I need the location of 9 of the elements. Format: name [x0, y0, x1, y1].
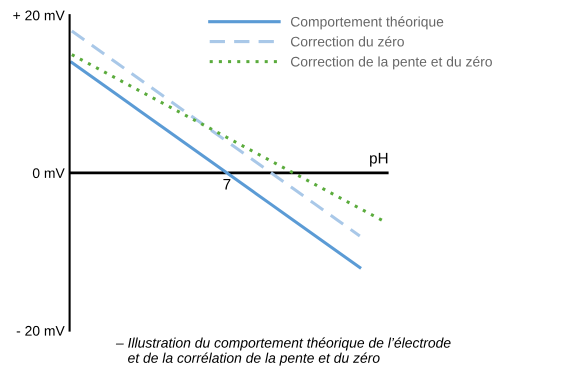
x-tick-label: 7 — [223, 179, 230, 190]
text: – Illustration du comportement théorique de l’électrode et de la corrélation de la pente et du zéro — [116, 337, 451, 366]
y-tick-label: 0 mV — [32, 168, 65, 178]
legend-label: Comportement théorique — [290, 16, 444, 30]
legend-label: Correction de la pente et du zéro — [290, 56, 492, 70]
y-tick-label: + 20 mV — [13, 10, 65, 20]
legend-label: Correction du zéro — [290, 36, 404, 47]
y-tick-label: - 20 mV — [16, 326, 65, 336]
x-axis-title: pH — [370, 152, 388, 167]
